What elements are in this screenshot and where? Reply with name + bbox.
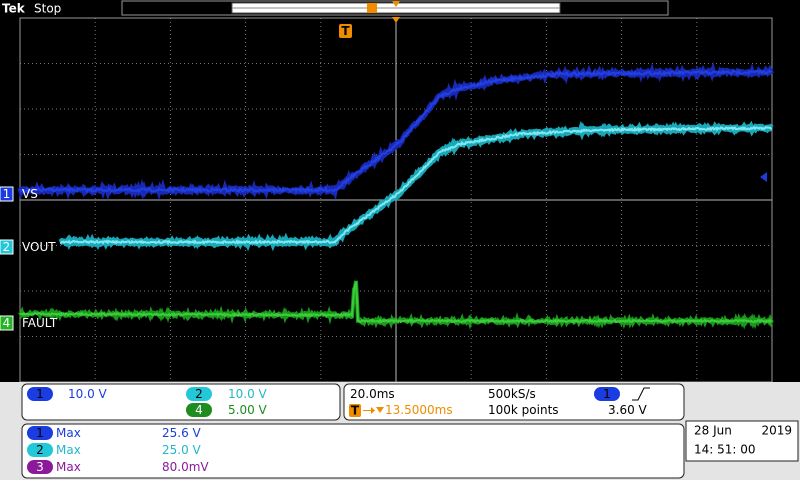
ch2-badge	[186, 387, 212, 401]
meas-channel: 1	[36, 426, 44, 440]
position-pointer	[376, 407, 384, 413]
trigger-level-marker	[760, 172, 767, 182]
measurements: 1 Max 25.6 V 2 Max 25.0 V 3 Max 80.0mV	[27, 426, 209, 474]
meas-badge	[27, 443, 53, 457]
ch4-marker	[0, 315, 14, 331]
meas-type: Max	[56, 426, 81, 440]
trigger-marker-small	[367, 3, 377, 13]
date: 28 Jun	[694, 424, 732, 438]
ch2-scale: 10.0 V	[228, 387, 268, 401]
datetime-panel	[685, 420, 799, 462]
ch1-badge	[27, 387, 53, 401]
meas-type: Max	[56, 443, 81, 457]
record-length: 100k points	[488, 403, 559, 417]
waveforms	[17, 61, 775, 330]
year: 2019	[761, 424, 792, 438]
time: 14: 51: 00	[694, 443, 756, 457]
ch2-marker	[0, 239, 14, 255]
sample-rate: 500kS/s	[488, 387, 536, 401]
trigger-marker: T	[341, 24, 350, 38]
vout-trace-core	[60, 125, 773, 245]
meas-value: 25.0 V	[162, 443, 202, 457]
trigger-icon-box	[349, 404, 361, 417]
trigger-level: 3.60 V	[608, 403, 648, 417]
ch4-scale: 5.00 V	[228, 403, 268, 417]
ch4-number: 4	[3, 316, 11, 330]
trigger-position: 13.5000ms	[385, 403, 453, 417]
ch2-label: VOUT	[22, 240, 56, 254]
meas-badge	[27, 426, 53, 440]
meas-badge	[27, 460, 53, 474]
ch2-badge-number: 2	[195, 387, 203, 401]
trigger-pointer	[392, 17, 400, 23]
trigger-source-badge	[594, 387, 620, 401]
channel-panel	[21, 383, 341, 421]
ch1-number: 1	[3, 187, 11, 201]
trigger-pointer	[392, 1, 400, 7]
ch1-label: VS	[22, 187, 38, 201]
arrow-head	[371, 407, 375, 414]
meas-channel: 3	[36, 460, 44, 474]
ch1-marker	[0, 186, 14, 202]
meas-value: 80.0mV	[162, 460, 209, 474]
ch4-label: FAULT	[22, 316, 58, 330]
meas-type: Max	[56, 460, 81, 474]
ch4-badge-number: 4	[195, 403, 203, 417]
ch1-badge-number: 1	[36, 387, 44, 401]
ch2-number: 2	[3, 240, 11, 254]
trigger-source: 1	[603, 387, 611, 401]
trigger-icon: T	[351, 404, 360, 418]
measurement-panel	[21, 423, 685, 479]
fault-trace-core	[19, 281, 773, 325]
acquisition-status: Stop	[34, 2, 61, 16]
meas-channel: 2	[36, 443, 44, 457]
brand: Tek	[2, 2, 26, 16]
trigger-marker-box	[339, 24, 352, 38]
trigger-slope-icon	[632, 387, 650, 401]
time-per-div: 20.0ms	[350, 387, 395, 401]
ch4-badge	[186, 403, 212, 417]
vs-trace-core	[19, 68, 773, 195]
ch1-scale: 10.0 V	[68, 387, 108, 401]
meas-value: 25.6 V	[162, 426, 202, 440]
